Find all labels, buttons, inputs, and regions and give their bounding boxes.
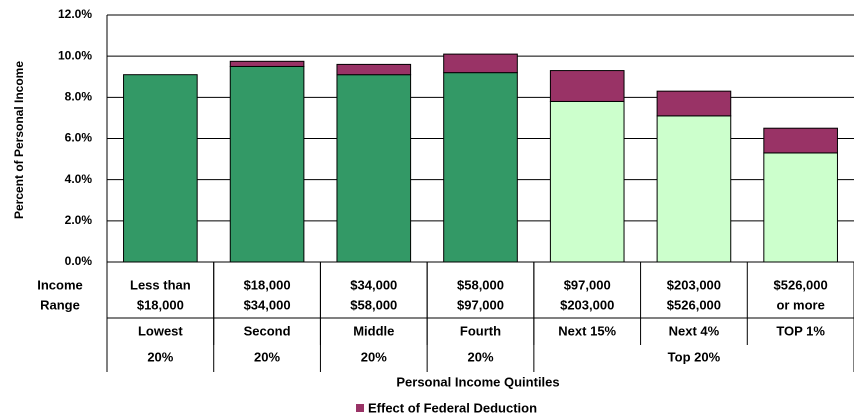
group-label: 20% bbox=[361, 349, 387, 364]
x-tick-label: Middle bbox=[353, 323, 394, 338]
legend-swatch bbox=[356, 404, 364, 412]
row-label: Income bbox=[37, 277, 83, 292]
group-label: 20% bbox=[147, 349, 173, 364]
bar bbox=[549, 70, 625, 102]
row-label: Range bbox=[40, 297, 80, 312]
range-label: $97,000 bbox=[564, 277, 611, 292]
range-label: $34,000 bbox=[350, 277, 397, 292]
x-tick-label: TOP 1% bbox=[776, 323, 825, 338]
range-label: $97,000 bbox=[457, 297, 504, 312]
bar bbox=[443, 53, 518, 74]
bar bbox=[336, 63, 412, 76]
group-label: Top 20% bbox=[668, 349, 721, 364]
bar bbox=[443, 72, 518, 263]
range-label: $34,000 bbox=[244, 297, 291, 312]
range-label: $203,000 bbox=[667, 277, 721, 292]
x-tick-label: Lowest bbox=[138, 323, 183, 338]
x-tick-label: Fourth bbox=[460, 323, 501, 338]
range-label: $526,000 bbox=[774, 277, 828, 292]
range-label: $18,000 bbox=[244, 277, 291, 292]
range-label: $18,000 bbox=[137, 297, 184, 312]
x-tick-label: Next 4% bbox=[669, 323, 720, 338]
range-label: $526,000 bbox=[667, 297, 721, 312]
bar bbox=[656, 90, 732, 117]
y-tick-label: 12.0% bbox=[58, 7, 92, 21]
x-tick-label: Next 15% bbox=[558, 323, 616, 338]
x-axis-label: Personal Income Quintiles bbox=[396, 374, 559, 389]
x-tick-label: Second bbox=[244, 323, 291, 338]
y-axis-label: Percent of Personal Income bbox=[12, 61, 26, 219]
bar bbox=[656, 115, 732, 263]
range-label: $203,000 bbox=[560, 297, 614, 312]
bar bbox=[229, 65, 305, 263]
y-tick-label: 8.0% bbox=[65, 90, 93, 104]
bar bbox=[123, 74, 198, 263]
y-tick-label: 6.0% bbox=[65, 131, 93, 145]
legend-label: Effect of Federal Deduction bbox=[368, 400, 537, 415]
range-label: $58,000 bbox=[457, 277, 504, 292]
y-tick-label: 4.0% bbox=[65, 172, 93, 186]
group-label: 20% bbox=[467, 349, 493, 364]
range-label: or more bbox=[776, 297, 824, 312]
bar bbox=[763, 127, 838, 154]
range-label: $58,000 bbox=[350, 297, 397, 312]
y-tick-label: 0.0% bbox=[65, 254, 93, 268]
bar bbox=[763, 152, 838, 263]
y-tick-label: 2.0% bbox=[65, 213, 93, 227]
bar bbox=[336, 74, 412, 263]
y-tick-label: 10.0% bbox=[58, 48, 92, 62]
group-label: 20% bbox=[254, 349, 280, 364]
bar bbox=[549, 100, 625, 263]
bar bbox=[229, 60, 305, 67]
range-label: Less than bbox=[130, 277, 191, 292]
